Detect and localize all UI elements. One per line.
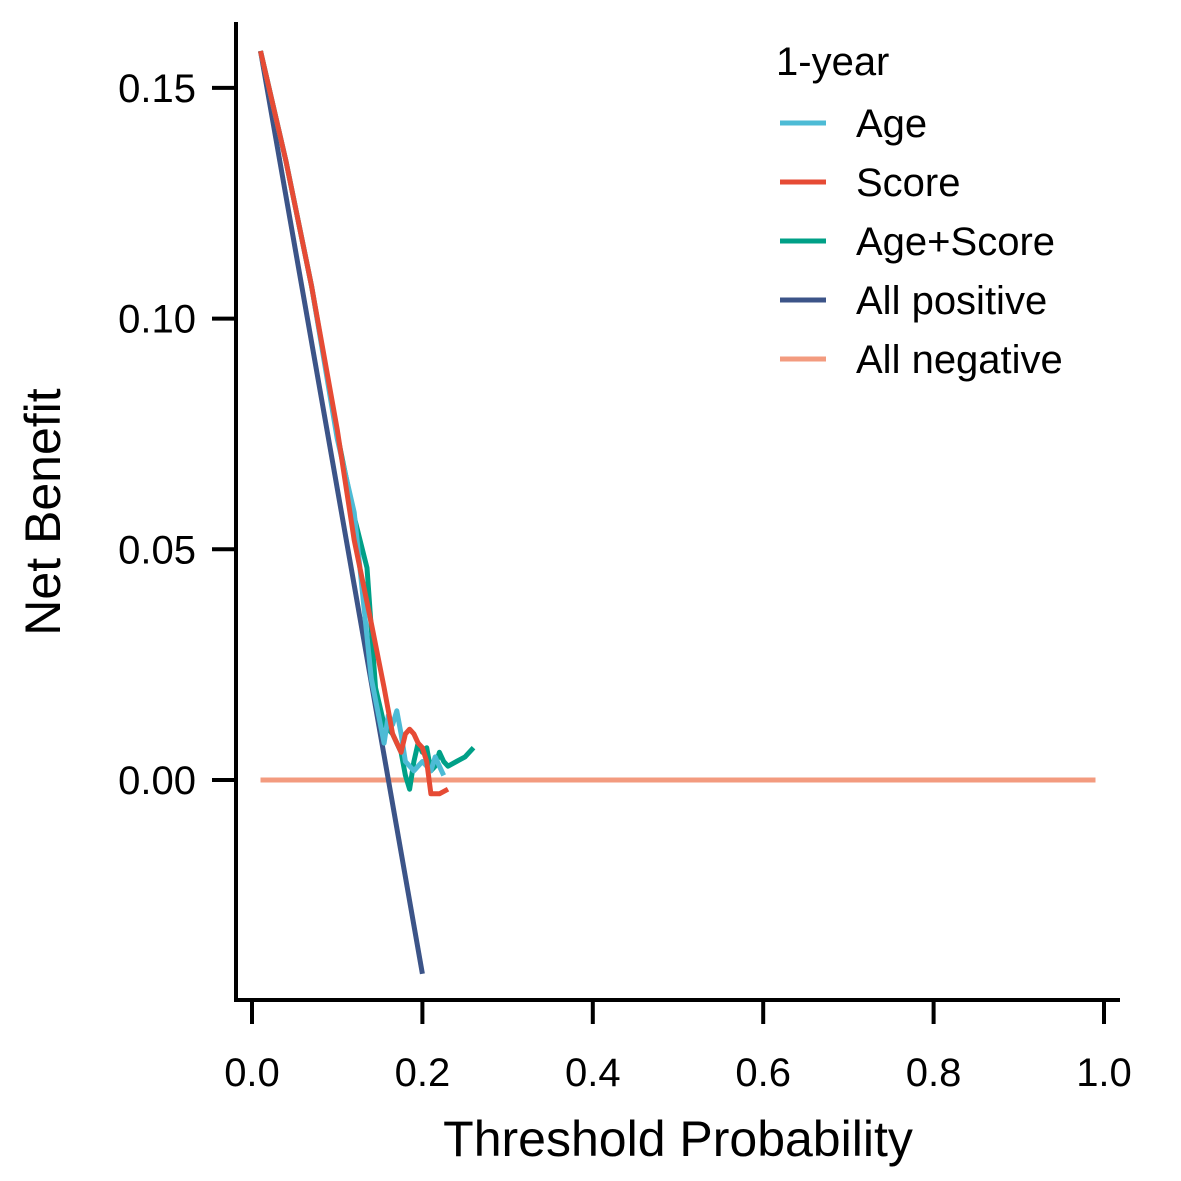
x-tick-label: 0.4 <box>565 1051 621 1095</box>
series-layer <box>258 50 1096 975</box>
y-tick-label: 0.00 <box>118 759 196 803</box>
legend-title: 1-year <box>776 40 889 84</box>
series-line-score <box>258 50 450 797</box>
series-line-all-positive <box>258 50 425 975</box>
legend-label: Age+Score <box>856 220 1055 264</box>
y-axis-title: Net Benefit <box>15 388 71 635</box>
y-tick-label: 0.10 <box>118 298 196 342</box>
legend-label: All positive <box>856 279 1047 323</box>
legend-label: All negative <box>856 338 1063 382</box>
legend-label: Score <box>856 161 961 205</box>
series-line-age-score <box>258 50 476 792</box>
x-axis-title: Threshold Probability <box>443 1111 913 1167</box>
y-tick-label: 0.15 <box>118 67 196 111</box>
y-axis-ticks: 0.00 0.05 0.10 0.15 <box>118 67 236 803</box>
x-tick-label: 0.2 <box>395 1051 451 1095</box>
x-tick-label: 0.8 <box>906 1051 962 1095</box>
x-tick-label: 1.0 <box>1076 1051 1132 1095</box>
legend-label: Age <box>856 102 927 146</box>
x-tick-label: 0.6 <box>735 1051 791 1095</box>
x-axis-ticks: 0.0 0.2 0.4 0.6 0.8 1.0 <box>224 1000 1132 1095</box>
legend: 1-year Age Score Age+Score All positive All … <box>776 40 1063 382</box>
y-tick-label: 0.05 <box>118 528 196 572</box>
x-tick-label: 0.0 <box>224 1051 280 1095</box>
